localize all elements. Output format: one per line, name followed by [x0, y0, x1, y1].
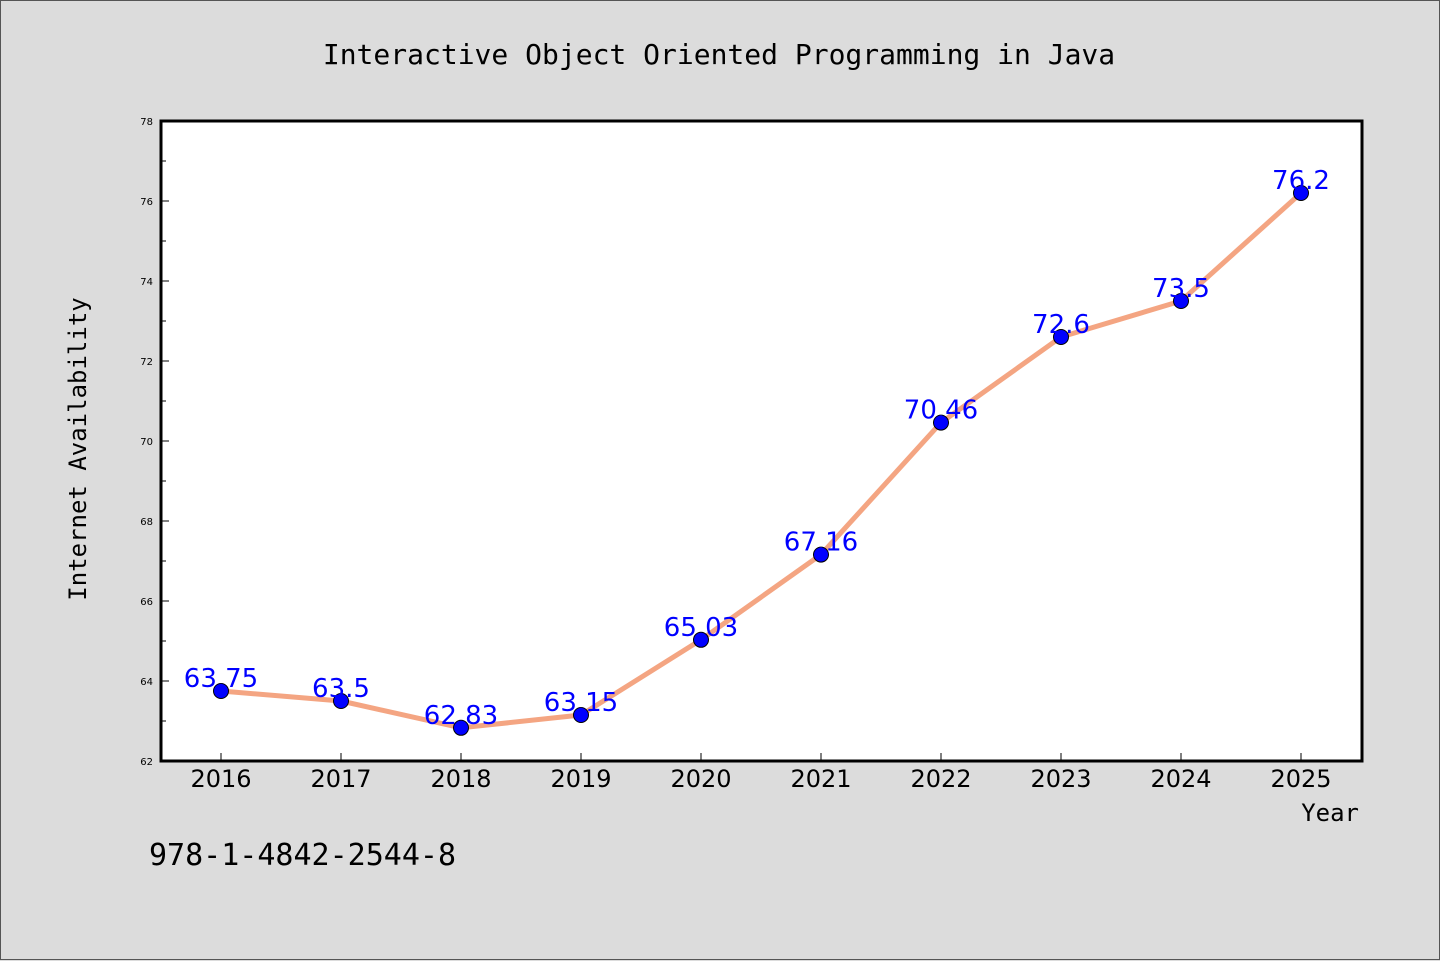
data-label: 73.5 [1152, 274, 1210, 304]
data-point-marker [693, 631, 709, 648]
data-point-marker [1173, 293, 1189, 309]
x-tick-label: 2017 [310, 765, 371, 793]
data-point-marker [333, 693, 349, 709]
x-tick-label: 2020 [670, 765, 731, 793]
chart-title: Interactive Object Oriented Programming … [323, 38, 1115, 71]
data-label: 72.6 [1032, 310, 1090, 340]
data-label: 62.83 [424, 701, 498, 731]
data-point-marker [1293, 185, 1309, 201]
data-label: 63.75 [184, 664, 258, 694]
x-tick-label: 2022 [910, 765, 971, 793]
y-tick-label: 72 [140, 357, 153, 368]
series-markers [213, 185, 1309, 736]
data-point-marker [933, 414, 949, 431]
data-point-marker [213, 683, 229, 699]
x-tick-label: 2024 [1150, 765, 1211, 793]
y-tick-label: 62 [140, 757, 153, 768]
plot-area [159, 119, 1364, 763]
x-tick-label: 2019 [550, 765, 611, 793]
y-axis: 62 64 66 68 70 72 74 76 78 [140, 117, 169, 768]
x-axis-label: Year [1301, 799, 1359, 827]
y-tick-label: 76 [140, 197, 153, 208]
data-labels: 63.75 63.5 62.83 63.15 65.03 67.16 70.46 72.6 73… [184, 166, 1330, 731]
data-label: 63.15 [544, 688, 618, 718]
series-line [220, 191, 1303, 731]
x-axis: 2016 2017 2018 2019 2020 2021 2022 2023 2024 2025 [190, 753, 1332, 793]
y-axis-label: Internet Availability [64, 297, 92, 600]
data-label: 76.2 [1272, 166, 1330, 196]
x-tick-label: 2025 [1270, 765, 1331, 793]
data-label: 70.46 [904, 396, 978, 426]
y-tick-label: 66 [140, 597, 153, 608]
y-tick-label: 68 [140, 517, 153, 528]
x-tick-label: 2023 [1030, 765, 1091, 793]
data-point-marker [573, 707, 589, 723]
y-tick-label: 64 [140, 677, 153, 688]
y-tick-label: 74 [140, 277, 153, 288]
x-tick-label: 2018 [430, 765, 491, 793]
data-point-marker [453, 719, 469, 736]
y-tick-label: 70 [140, 437, 153, 448]
x-tick-label: 2021 [790, 765, 851, 793]
data-label: 63.5 [312, 674, 370, 704]
data-point-marker [1053, 329, 1069, 345]
data-point-marker [813, 546, 829, 563]
data-label: 65.03 [664, 613, 738, 643]
data-label: 67.16 [784, 528, 858, 558]
x-tick-label: 2016 [190, 765, 251, 793]
isbn-text: 978-1-4842-2544-8 [149, 838, 456, 873]
y-tick-label: 78 [140, 117, 153, 128]
